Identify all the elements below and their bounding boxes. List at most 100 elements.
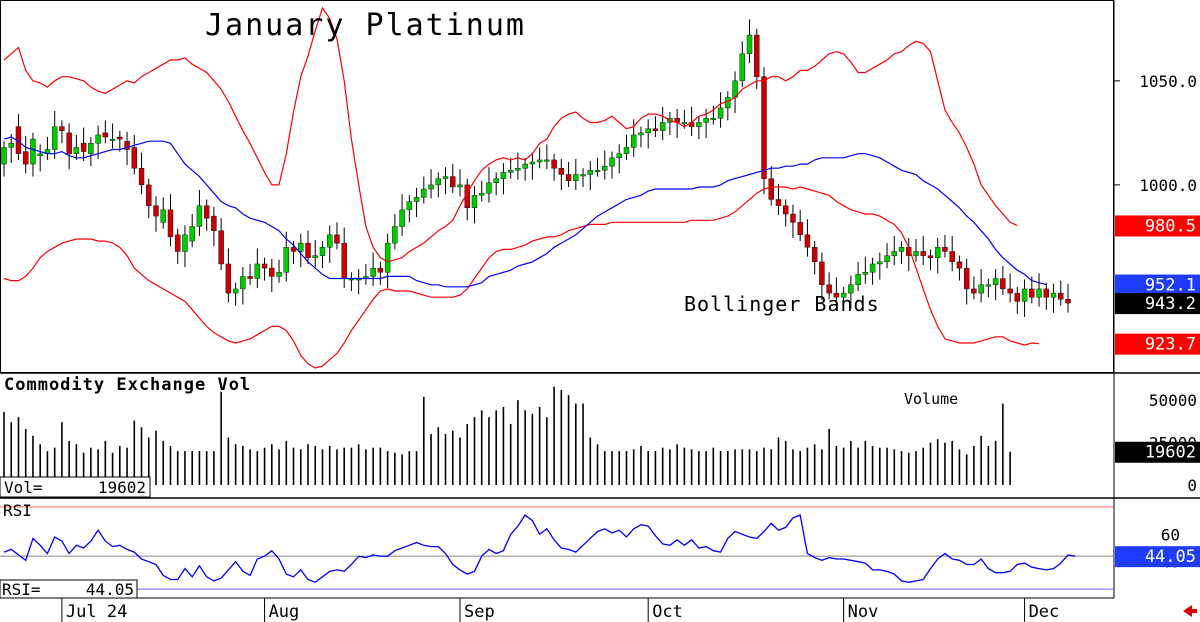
candle-body: [804, 234, 811, 248]
candle-body: [558, 168, 565, 175]
candle-body: [811, 247, 818, 263]
x-axis-tick-label: Oct: [652, 602, 683, 622]
volume-tag-box: [1115, 441, 1200, 463]
volume-tag-label: 19602: [1145, 443, 1196, 463]
candle-body: [232, 288, 239, 294]
candle-body: [819, 261, 825, 285]
candle-body: [609, 157, 615, 167]
candle-body: [30, 138, 36, 165]
candle-body: [95, 134, 101, 144]
candle-body: [710, 118, 717, 120]
candle-body: [696, 122, 702, 127]
candle-body: [920, 251, 926, 256]
candle-body: [211, 215, 217, 231]
candle-body: [312, 255, 318, 258]
price-axis-tick-label: 1000.0: [1139, 176, 1197, 195]
candle-body: [305, 242, 311, 258]
candle-body: [703, 118, 709, 123]
candle-body: [102, 132, 109, 138]
candle-body: [971, 288, 977, 294]
candle-body: [638, 132, 644, 136]
candle-body: [283, 247, 289, 273]
candle-body: [1050, 292, 1057, 298]
candle-body: [978, 284, 984, 294]
candle-body: [877, 261, 883, 265]
candle-body: [840, 292, 847, 298]
candle-body: [1029, 288, 1035, 298]
x-axis-tick-label: Sep: [464, 602, 495, 622]
candle-body: [992, 278, 999, 285]
rsi-panel-title: RSI: [3, 501, 32, 520]
candle-body: [189, 226, 195, 242]
candle-body: [117, 136, 123, 140]
candle-body: [536, 159, 543, 163]
candle-body: [377, 267, 384, 273]
candle-body: [203, 205, 210, 219]
candle-body: [645, 128, 651, 134]
candle-body: [153, 205, 159, 217]
candle-body: [616, 153, 622, 159]
price-tag-box: [1115, 215, 1200, 237]
candle-body: [1036, 288, 1042, 298]
candle-body: [196, 205, 203, 227]
candle-body: [138, 168, 145, 186]
candle-body: [1065, 299, 1071, 304]
volume-readout-label: Vol=: [4, 478, 43, 497]
candle-body: [1021, 288, 1028, 302]
candle-body: [623, 147, 630, 154]
x-axis-tick-label: Dec: [1029, 602, 1060, 622]
candle-body: [985, 284, 992, 287]
candle-body: [471, 195, 478, 208]
candle-body: [855, 274, 861, 285]
candle-body: [891, 251, 897, 256]
candle-body: [261, 263, 268, 269]
rsi-axis-tick-label: 60: [1161, 525, 1180, 544]
candle-body: [247, 276, 253, 279]
lower-bollinger-line: [3, 186, 1040, 369]
candle-body: [384, 242, 391, 273]
candle-body: [225, 263, 232, 294]
scroll-left-arrow-icon[interactable]: [1183, 605, 1197, 617]
candle-body: [833, 292, 840, 298]
candle-body: [935, 247, 941, 258]
candle-body: [175, 234, 181, 252]
rsi-tag-label: 44.05: [1145, 547, 1196, 567]
candle-body: [486, 182, 492, 194]
moving-average-line: [3, 136, 1047, 288]
candle-body: [594, 170, 601, 173]
candle-body: [51, 126, 58, 150]
candle-body: [898, 247, 905, 252]
volume-readout-value: 19602: [98, 478, 146, 497]
volume-legend: Volume: [904, 390, 958, 408]
candle-body: [66, 132, 72, 154]
candle-body: [913, 251, 919, 256]
price-panel: [1, 6, 1071, 369]
candle-body: [254, 263, 261, 279]
price-panel-frame: [0, 0, 1114, 373]
candle-body: [23, 151, 29, 165]
candle-body: [435, 178, 441, 186]
candle-body: [37, 153, 43, 156]
candle-body: [1058, 292, 1064, 300]
candle-body: [681, 122, 688, 125]
candle-body: [797, 222, 803, 236]
axes: 1050.01000.0980.5952.1943.2923.750000250…: [61, 72, 1200, 622]
candle-body: [580, 174, 586, 177]
candle-body: [826, 284, 832, 294]
rsi-readout-value: 44.05: [86, 580, 134, 599]
candle-body: [88, 143, 94, 154]
candle-body: [1, 147, 7, 165]
candle-body: [956, 261, 963, 269]
candle-body: [754, 34, 760, 77]
candle-body: [327, 234, 333, 248]
candle-body: [659, 122, 666, 131]
candle-body: [319, 247, 326, 256]
volume-panel: [3, 386, 1011, 485]
candle-body: [942, 247, 948, 252]
candle-body: [160, 209, 166, 223]
candle-body: [500, 172, 507, 179]
candle-body: [565, 174, 572, 181]
x-axis-tick-label: Aug: [269, 602, 300, 622]
candle-body: [1014, 292, 1021, 302]
candle-body: [298, 242, 304, 252]
